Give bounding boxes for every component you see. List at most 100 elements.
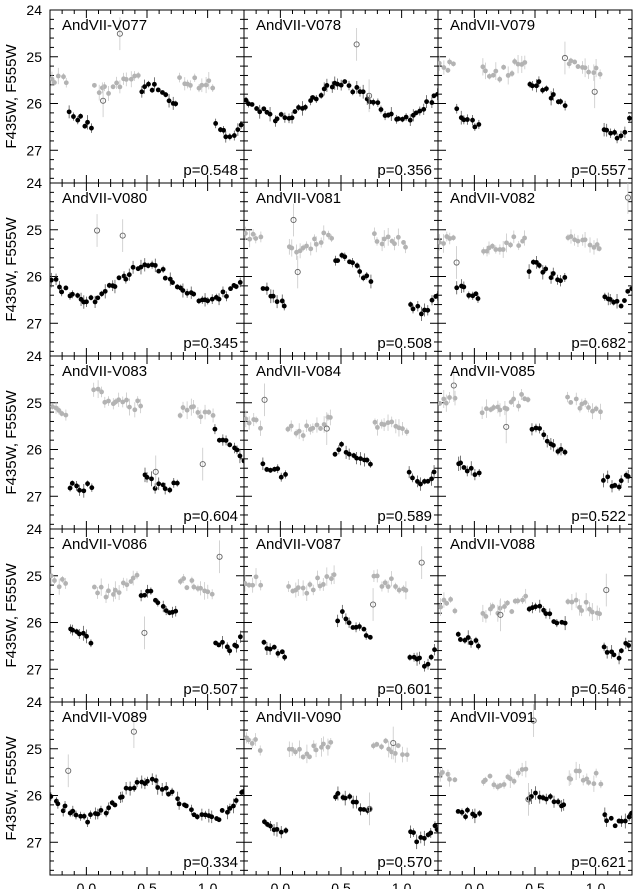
panel-andvii-v088: AndVII-V088 p=0.546 xyxy=(437,528,633,703)
data-point-f435w xyxy=(558,446,564,452)
data-point-f435w xyxy=(421,106,427,112)
data-point-f435w xyxy=(264,467,270,472)
data-point-f435w xyxy=(138,593,144,598)
data-point-f435w xyxy=(600,477,606,483)
data-point-f555w xyxy=(511,396,517,402)
panel-title: AndVII-V087 xyxy=(256,536,341,553)
data-point-f555w xyxy=(314,422,320,428)
data-point-f435w xyxy=(558,278,563,284)
data-point-f435w xyxy=(220,639,225,645)
data-point-f435w xyxy=(554,620,560,626)
data-point-f555w xyxy=(504,406,510,412)
data-point-f555w xyxy=(497,247,503,252)
data-point-f555w xyxy=(520,597,525,603)
data-point-f435w xyxy=(60,808,66,814)
panel-points xyxy=(50,380,244,498)
data-point-f435w xyxy=(84,633,89,639)
data-point-f435w xyxy=(406,469,412,475)
data-point-f555w xyxy=(403,587,409,593)
data-point-f555w xyxy=(577,405,583,411)
data-point-f555w xyxy=(135,398,141,404)
data-point-f555w xyxy=(593,406,599,412)
data-point-f555w xyxy=(258,425,263,431)
data-point-f435w xyxy=(260,286,266,291)
data-point-f435w xyxy=(202,297,208,303)
data-point-f555w xyxy=(591,781,597,787)
data-point-f555w xyxy=(130,575,136,581)
data-point-f555w xyxy=(388,576,394,582)
data-point-f555w xyxy=(206,409,212,415)
data-point-f435w xyxy=(329,84,335,90)
data-point-f435w xyxy=(562,275,568,280)
data-point-f435w xyxy=(81,813,87,819)
data-point-f555w xyxy=(258,234,264,240)
data-point-f555w xyxy=(210,412,216,418)
data-point-f435w xyxy=(357,624,362,629)
data-point-f435w xyxy=(418,835,424,840)
data-point-f435w xyxy=(89,125,94,131)
data-point-f555w xyxy=(312,236,317,242)
data-point-f555w xyxy=(438,239,442,245)
data-point-f435w xyxy=(534,83,539,89)
data-point-f555w xyxy=(321,741,326,747)
data-point-f435w xyxy=(541,432,547,438)
data-point-f435w xyxy=(173,101,179,107)
panel-frame xyxy=(49,355,245,530)
panel-period: p=0.356 xyxy=(377,162,432,179)
panel-frame xyxy=(437,9,633,184)
data-point-f435w xyxy=(616,484,622,490)
panel-frame xyxy=(49,528,245,703)
data-point-f435w xyxy=(335,791,341,796)
panel-points xyxy=(438,573,632,665)
data-point-f555w xyxy=(181,576,187,581)
data-point-f555w xyxy=(385,420,391,426)
data-point-f555w xyxy=(253,236,259,241)
data-point-f555w xyxy=(480,64,486,70)
data-point-f435w xyxy=(472,472,478,478)
data-point-f435w xyxy=(241,789,244,794)
data-point-f435w xyxy=(358,806,363,812)
data-point-f435w xyxy=(417,108,423,114)
data-point-outlier xyxy=(561,54,568,62)
data-point-f555w xyxy=(587,242,593,248)
data-point-f555w xyxy=(452,395,458,401)
data-point-f435w xyxy=(454,285,460,291)
panel-period: p=0.682 xyxy=(571,335,626,352)
data-point-outlier xyxy=(525,796,532,803)
data-point-f435w xyxy=(78,813,84,819)
x-tick-label: 1.0 xyxy=(392,880,412,889)
data-point-f435w xyxy=(543,611,549,617)
data-point-f435w xyxy=(156,481,162,487)
data-point-f435w xyxy=(233,798,239,803)
data-point-f435w xyxy=(477,811,483,816)
data-point-f555w xyxy=(257,748,263,753)
data-point-f555w xyxy=(509,71,515,76)
data-point-f435w xyxy=(59,289,65,295)
data-point-f435w xyxy=(475,296,481,301)
panel-frame xyxy=(49,701,245,876)
data-point-outlier xyxy=(152,468,159,475)
data-point-f555w xyxy=(189,578,195,583)
data-point-outlier xyxy=(453,259,460,266)
data-point-f435w xyxy=(160,604,166,609)
data-point-f435w xyxy=(400,116,405,122)
data-point-f555w xyxy=(56,584,62,590)
data-point-f555w xyxy=(501,782,507,787)
data-point-f555w xyxy=(56,408,62,413)
data-point-outlier xyxy=(130,728,137,735)
data-point-f435w xyxy=(296,105,301,110)
data-point-f435w xyxy=(130,264,136,270)
data-point-f555w xyxy=(522,60,528,65)
data-point-f435w xyxy=(614,135,620,141)
data-point-f555w xyxy=(191,404,196,410)
data-point-f435w xyxy=(112,802,118,808)
data-point-f435w xyxy=(562,449,568,455)
data-point-f555w xyxy=(385,234,391,240)
data-point-f555w xyxy=(440,769,445,775)
data-point-f435w xyxy=(227,648,233,654)
data-point-f435w xyxy=(408,302,413,307)
y-tick-label: 25 xyxy=(26,49,42,65)
panel-title: AndVII-V078 xyxy=(256,17,341,34)
data-point-f555w xyxy=(178,579,183,584)
data-point-outlier xyxy=(366,92,373,99)
